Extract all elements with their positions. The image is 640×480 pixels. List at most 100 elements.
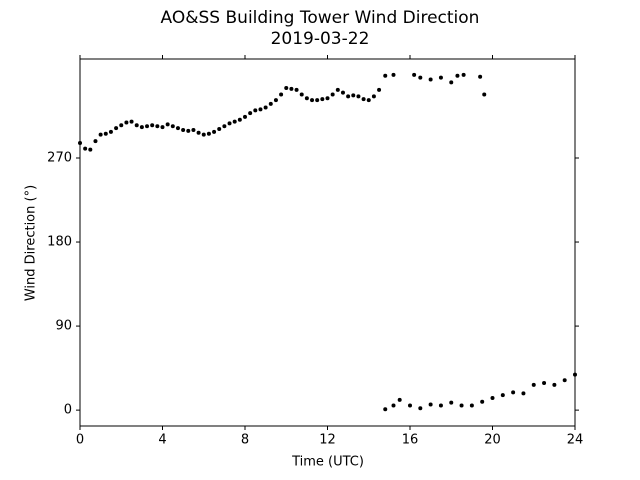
point [418, 406, 423, 411]
point [170, 124, 175, 129]
point [289, 86, 294, 91]
point [98, 132, 103, 137]
point [258, 107, 263, 112]
point [145, 124, 150, 129]
point [155, 124, 160, 129]
point [175, 126, 180, 131]
point [310, 98, 315, 103]
point [418, 75, 423, 80]
point [206, 131, 211, 136]
point [573, 372, 577, 377]
chart-subtitle: 2019-03-22 [271, 29, 370, 49]
x-tick-label: 20 [484, 433, 501, 448]
point [253, 108, 258, 113]
x-tick-label: 24 [567, 433, 584, 448]
point [521, 391, 526, 396]
point [191, 127, 196, 132]
point [150, 123, 155, 128]
point [217, 127, 222, 132]
y-axis-label: Wind Direction (°) [24, 185, 39, 301]
point [119, 123, 124, 128]
point [88, 147, 93, 152]
point [438, 75, 443, 80]
point [237, 117, 242, 122]
point [83, 146, 88, 151]
point [129, 119, 134, 124]
point [315, 98, 320, 103]
point [103, 131, 108, 136]
point [284, 85, 289, 90]
point [335, 87, 340, 92]
x-tick-label: 8 [241, 433, 249, 448]
point [469, 403, 474, 408]
point [455, 73, 460, 78]
y-tick-label: 270 [47, 150, 72, 165]
point [500, 393, 505, 398]
point [438, 403, 443, 408]
point [552, 382, 557, 387]
point [449, 400, 454, 405]
point [383, 407, 388, 412]
y-tick-label: 0 [64, 403, 72, 418]
point [248, 111, 253, 116]
point [279, 92, 284, 97]
point [212, 129, 217, 134]
point [408, 403, 412, 408]
point [361, 97, 366, 102]
point [482, 92, 487, 97]
point [562, 378, 567, 383]
point [232, 119, 237, 124]
point [340, 90, 345, 95]
point [325, 96, 330, 101]
point [124, 120, 129, 125]
y-tick-label: 180 [47, 235, 72, 250]
point [134, 123, 139, 128]
x-axis-label: Time (UTC) [291, 455, 364, 470]
point [263, 105, 268, 110]
x-tick-label: 4 [158, 433, 166, 448]
point [383, 73, 388, 78]
point [412, 72, 417, 77]
point [391, 72, 396, 77]
point [108, 129, 113, 134]
point [201, 132, 206, 137]
chart-title: AO&SS Building Tower Wind Direction [161, 8, 480, 28]
point [459, 403, 464, 408]
point [299, 92, 304, 97]
point [478, 74, 483, 79]
point [542, 381, 547, 386]
point [165, 122, 170, 127]
point [227, 121, 232, 126]
point [531, 382, 536, 387]
plot-frame [79, 58, 576, 427]
point [346, 94, 351, 99]
point [273, 98, 278, 103]
y-tick-label: 90 [55, 319, 72, 334]
x-tick-label: 16 [402, 433, 419, 448]
point [377, 87, 382, 92]
point [461, 72, 466, 77]
point [186, 128, 191, 133]
point [181, 127, 186, 132]
point [480, 399, 485, 404]
point [304, 96, 309, 101]
point [428, 77, 433, 82]
point [371, 94, 376, 99]
point [78, 141, 82, 146]
point [160, 125, 165, 130]
x-tick-label: 0 [76, 433, 84, 448]
point [196, 130, 201, 135]
point [268, 101, 273, 106]
point [294, 87, 299, 92]
point [366, 98, 371, 103]
point [449, 80, 454, 85]
point [330, 92, 335, 97]
point [356, 94, 361, 99]
point [391, 403, 396, 408]
point [139, 125, 144, 130]
point [490, 395, 495, 400]
point [397, 397, 402, 402]
point [351, 93, 356, 98]
